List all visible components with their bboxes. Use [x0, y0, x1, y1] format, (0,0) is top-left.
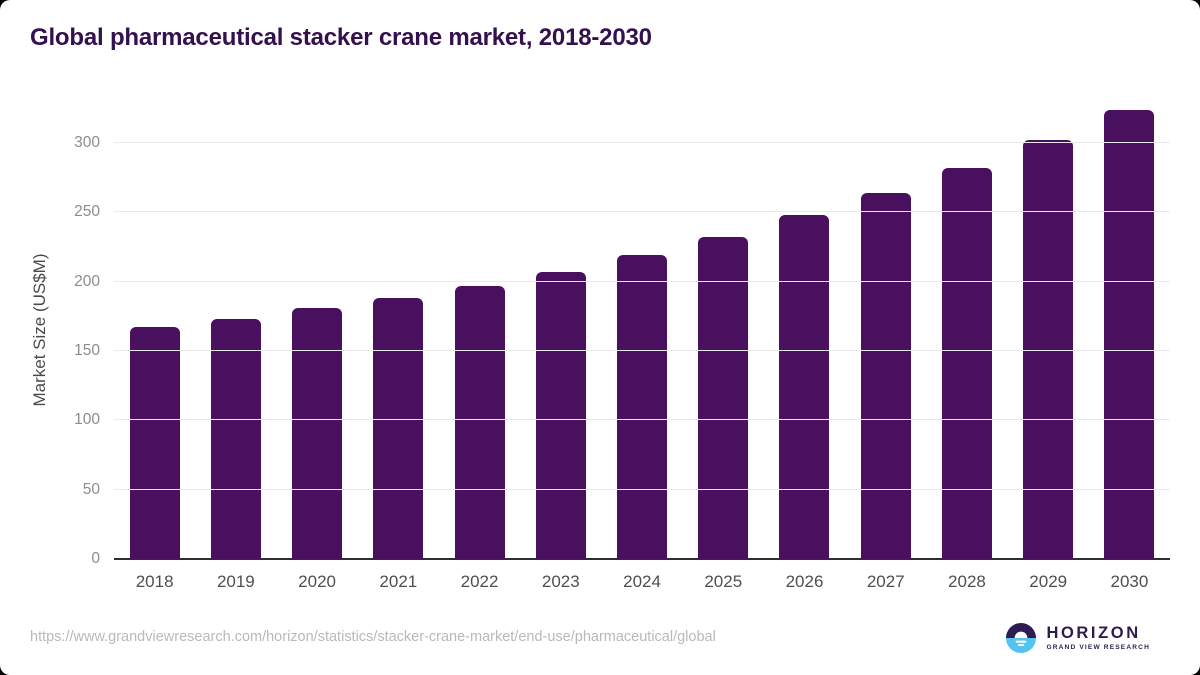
- bar-slot-2027: [845, 100, 926, 559]
- gridline-250: [114, 211, 1170, 213]
- bar-slot-2020: [276, 100, 357, 559]
- horizon-logo-text: HORIZON GRAND VIEW RESEARCH: [1046, 623, 1150, 652]
- logo-brand-name: HORIZON: [1046, 623, 1141, 642]
- x-tick-label-2019: 2019: [216, 572, 255, 591]
- bar-2023[interactable]: [535, 271, 586, 559]
- bar-slot-2018: [114, 100, 195, 559]
- bar-2027[interactable]: [860, 192, 911, 559]
- bar-2025[interactable]: [698, 237, 749, 559]
- logo-sub-name: GRAND VIEW RESEARCH: [1046, 644, 1150, 652]
- bar-slot-2022: [439, 100, 520, 559]
- x-tick-label-2029: 2029: [1029, 572, 1068, 591]
- bar-slot-2030: [1089, 100, 1170, 559]
- horizon-logo: HORIZON GRAND VIEW RESEARCH: [1005, 622, 1150, 654]
- chart-title: Global pharmaceutical stacker crane mark…: [30, 24, 652, 51]
- y-tick-label-0: 0: [91, 550, 100, 567]
- bar-slot-2019: [195, 100, 276, 559]
- y-tick-label-300: 300: [74, 134, 100, 151]
- x-tick-label-2027: 2027: [866, 572, 905, 591]
- y-tick-label-150: 150: [74, 342, 100, 359]
- x-tick-label-2023: 2023: [541, 572, 580, 591]
- x-tick-label-2028: 2028: [948, 572, 986, 591]
- bar-2018[interactable]: [129, 327, 180, 559]
- bar-slot-2023: [520, 100, 601, 559]
- x-tick-label-2025: 2025: [704, 572, 743, 591]
- bar-2021[interactable]: [373, 298, 424, 559]
- bar-chart-plot-area: 2018 2019 2020 2021 2022 2023 2024 2025 2026 2027…: [74, 100, 1170, 591]
- y-tick-label-200: 200: [74, 272, 100, 290]
- x-tick-label-2018: 2018: [135, 572, 174, 591]
- x-axis-line: [114, 558, 1170, 560]
- x-axis-labels: 2018 2019 2020 2021 2022 2023 2024 2025 2026 2027…: [114, 572, 1170, 592]
- bar-2030[interactable]: [1104, 109, 1155, 559]
- horizon-logo-icon: [1006, 623, 1037, 653]
- gridline-200: [114, 280, 1170, 282]
- bars-container: [114, 100, 1170, 559]
- bar-2020[interactable]: [292, 308, 343, 559]
- bar-slot-2029: [1008, 100, 1089, 559]
- gridline-150: [114, 350, 1170, 351]
- bar-2024[interactable]: [617, 255, 668, 559]
- bar-slot-2026: [764, 100, 845, 559]
- bar-2026[interactable]: [779, 215, 830, 559]
- x-tick-label-2020: 2020: [298, 572, 336, 591]
- gridline-100: [114, 419, 1170, 421]
- bar-2028[interactable]: [941, 167, 992, 559]
- source-url: https://www.grandviewresearch.com/horizo…: [30, 629, 716, 645]
- bar-slot-2028: [926, 100, 1007, 559]
- bar-slot-2021: [358, 100, 439, 559]
- bar-slot-2025: [683, 100, 764, 559]
- x-tick-label-2022: 2022: [460, 572, 499, 591]
- y-tick-label-100: 100: [74, 411, 100, 429]
- y-tick-label-250: 250: [74, 203, 100, 221]
- x-tick-label-2026: 2026: [785, 572, 824, 591]
- y-tick-label-50: 50: [82, 480, 100, 498]
- gridline-300: [114, 142, 1170, 143]
- x-tick-label-2021: 2021: [379, 572, 418, 591]
- gridline-50: [114, 488, 1170, 490]
- x-tick-label-2024: 2024: [623, 572, 661, 591]
- bar-slot-2024: [601, 100, 682, 559]
- bar-2022[interactable]: [454, 285, 505, 559]
- x-tick-label-2030: 2030: [1110, 572, 1149, 591]
- bar-2019[interactable]: [210, 319, 261, 559]
